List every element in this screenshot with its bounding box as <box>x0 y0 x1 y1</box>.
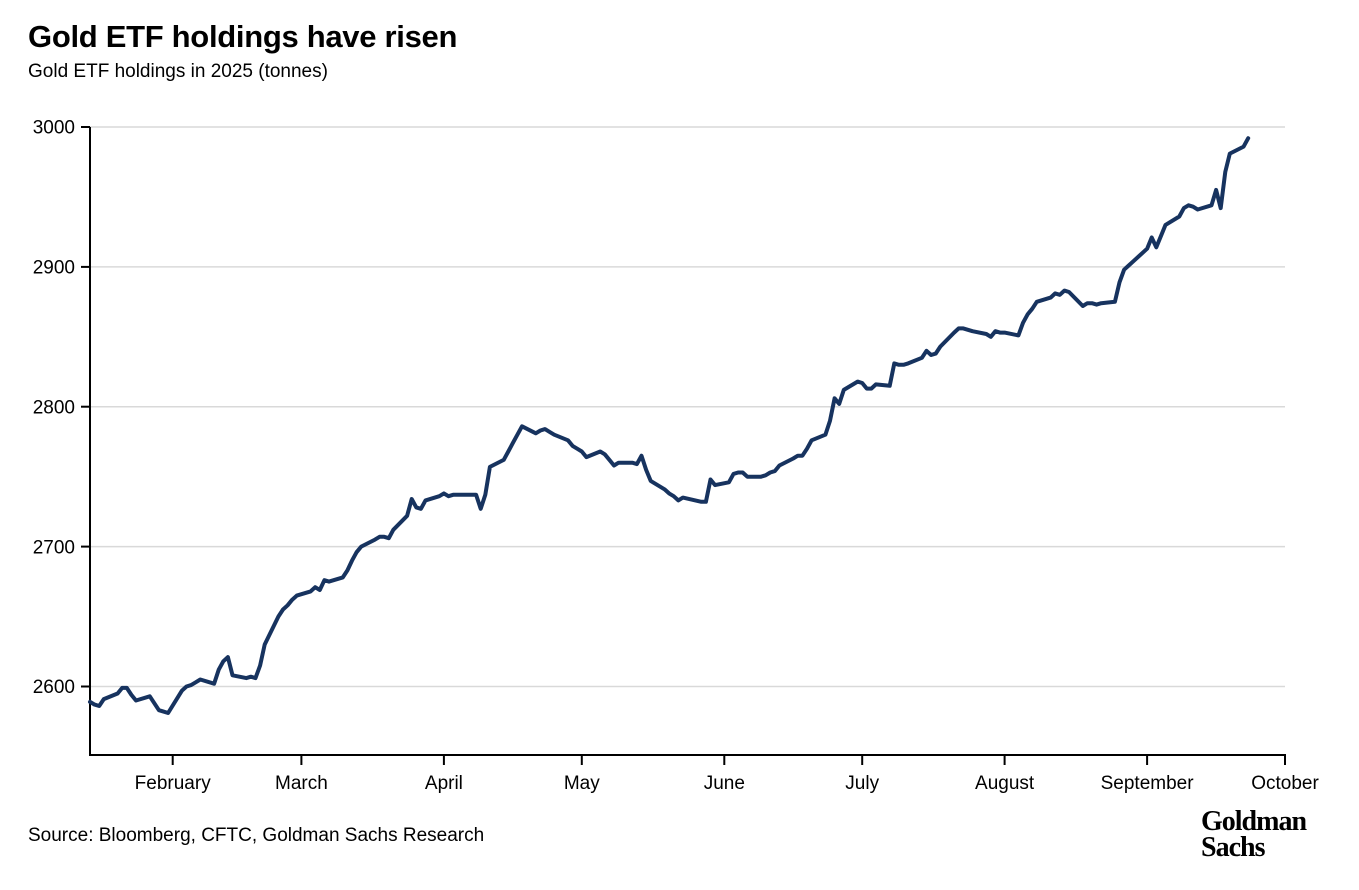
x-tick-label: March <box>275 773 328 794</box>
x-tick-label: June <box>704 773 745 794</box>
page-title: Gold ETF holdings have risen <box>28 19 458 54</box>
logo-line-2: Sachs <box>1201 832 1265 863</box>
source-attribution: Source: Bloomberg, CFTC, Goldman Sachs R… <box>28 825 485 846</box>
x-tick-label: July <box>845 773 879 794</box>
x-tick-label: April <box>425 773 463 794</box>
y-tick-label: 2800 <box>33 397 75 418</box>
y-tick-label: 2900 <box>33 258 75 279</box>
logo-line-1: Goldman <box>1201 806 1307 837</box>
y-tick-label: 2600 <box>33 677 75 698</box>
x-tick-label: September <box>1101 773 1195 794</box>
x-tick-label: May <box>564 773 600 794</box>
x-tick-label: February <box>135 773 212 794</box>
chart-subtitle: Gold ETF holdings in 2025 (tonnes) <box>28 61 328 82</box>
goldman-sachs-logo: Goldman Sachs <box>1201 806 1307 863</box>
x-tick-label: October <box>1251 773 1319 794</box>
y-tick-label: 3000 <box>33 118 75 139</box>
y-tick-label: 2700 <box>33 537 75 558</box>
x-tick-label: August <box>975 773 1035 794</box>
series-line <box>88 136 1251 715</box>
